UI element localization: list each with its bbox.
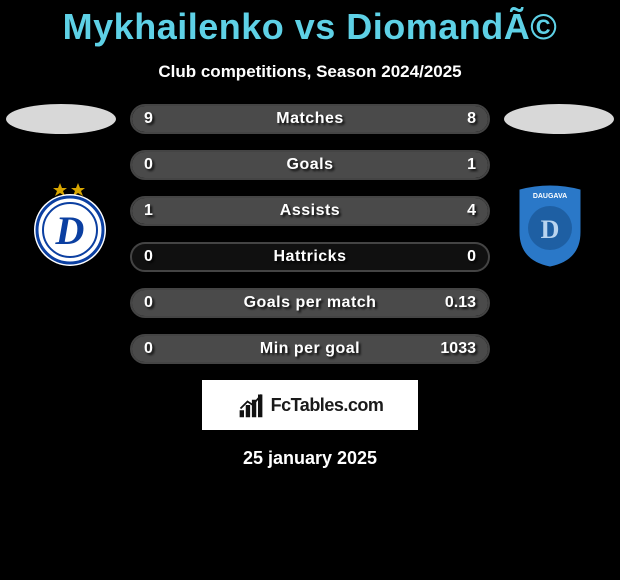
stat-row: 01033Min per goal bbox=[130, 334, 490, 364]
club-right-banner: DAUGAVA bbox=[533, 193, 567, 200]
club-badge-right: DAUGAVA D bbox=[500, 182, 600, 267]
stat-row: 00Hattricks bbox=[130, 242, 490, 272]
brand-badge: FcTables.com bbox=[202, 380, 418, 430]
stat-row: 14Assists bbox=[130, 196, 490, 226]
fctables-logo-icon bbox=[237, 391, 265, 419]
stat-label: Hattricks bbox=[132, 244, 488, 270]
stat-label: Goals bbox=[132, 152, 488, 178]
club-badge-left: D bbox=[20, 182, 120, 267]
stat-row: 98Matches bbox=[130, 104, 490, 134]
stat-row: 01Goals bbox=[130, 150, 490, 180]
page-title: Mykhailenko vs DiomandÃ© bbox=[0, 0, 620, 48]
club-right-letter: D bbox=[541, 215, 560, 244]
stats-bars: 98Matches 01Goals 14Assists 00Hattricks 00.1… bbox=[130, 104, 490, 364]
comparison-content: D DAUGAVA D 98Matches 01Goals 14Assists 00H… bbox=[0, 104, 620, 364]
page-subtitle: Club competitions, Season 2024/2025 bbox=[0, 62, 620, 82]
stat-label: Assists bbox=[132, 198, 488, 224]
brand-name: FcTables.com bbox=[271, 395, 384, 416]
stat-label: Matches bbox=[132, 106, 488, 132]
stat-label: Min per goal bbox=[132, 336, 488, 362]
dynamo-kyiv-icon: D bbox=[20, 182, 120, 267]
daugava-icon: DAUGAVA D bbox=[500, 182, 600, 267]
stat-row: 00.13Goals per match bbox=[130, 288, 490, 318]
stat-label: Goals per match bbox=[132, 290, 488, 316]
snapshot-date: 25 january 2025 bbox=[0, 448, 620, 469]
player-left-avatar-placeholder bbox=[6, 104, 116, 134]
player-right-avatar-placeholder bbox=[504, 104, 614, 134]
club-left-letter: D bbox=[55, 208, 85, 253]
